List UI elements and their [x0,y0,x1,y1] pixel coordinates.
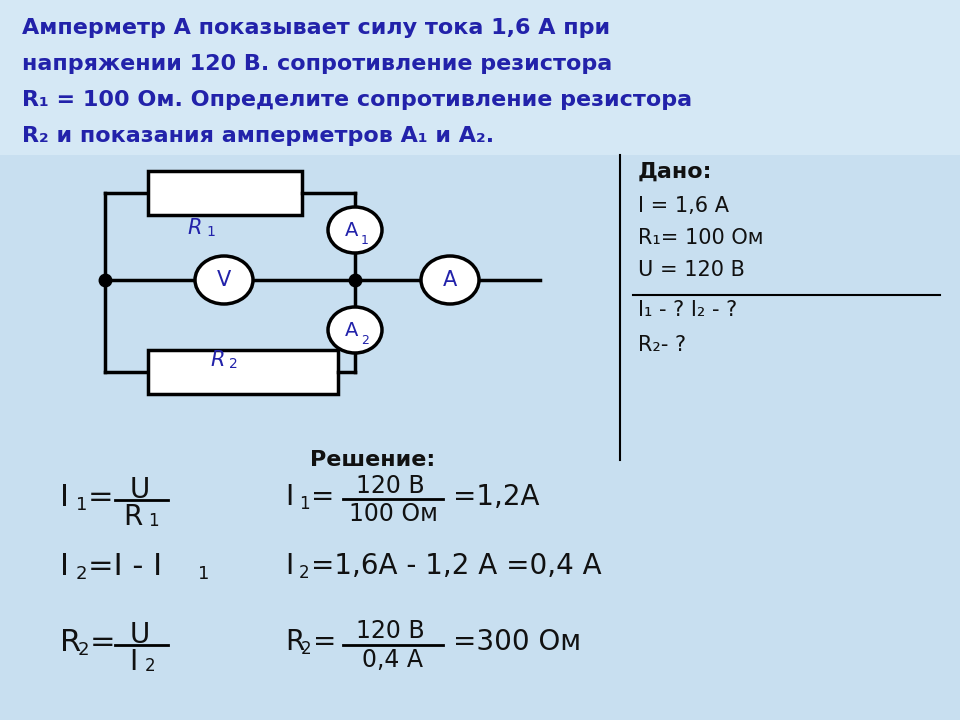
Text: I = 1,6 А: I = 1,6 А [638,196,729,216]
Text: R₁= 100 Ом: R₁= 100 Ом [638,228,763,248]
Text: =I - I: =I - I [88,552,162,581]
Text: R: R [188,218,203,238]
FancyBboxPatch shape [148,350,338,394]
Text: I: I [129,648,137,676]
FancyBboxPatch shape [0,0,960,155]
Ellipse shape [328,207,382,253]
Text: 2: 2 [361,333,369,346]
Text: I: I [60,483,69,512]
Text: U: U [130,621,150,649]
Text: U = 120 В: U = 120 В [638,260,745,280]
Text: U: U [130,476,150,504]
Text: I: I [285,552,293,580]
Text: Решение:: Решение: [310,450,435,470]
Ellipse shape [195,256,253,304]
Text: 2: 2 [301,640,312,658]
Text: R₂- ?: R₂- ? [638,335,686,355]
Text: 1: 1 [148,512,158,530]
Ellipse shape [421,256,479,304]
Text: =1,6А - 1,2 А =0,4 А: =1,6А - 1,2 А =0,4 А [311,552,602,580]
Text: Дано:: Дано: [638,162,712,182]
Text: 120 В: 120 В [356,474,424,498]
Text: A: A [346,220,359,240]
Text: I₁ - ? I₂ - ?: I₁ - ? I₂ - ? [638,300,737,320]
Text: I: I [285,483,293,511]
Text: =: = [313,628,336,656]
Text: 1: 1 [299,495,310,513]
Text: 2: 2 [145,657,156,675]
Text: A: A [443,270,457,290]
Text: =1,2А: =1,2А [453,483,540,511]
Text: 0,4 А: 0,4 А [363,648,423,672]
Text: 2: 2 [76,565,87,583]
Text: R₂ и показания амперметров А₁ и А₂.: R₂ и показания амперметров А₁ и А₂. [22,126,494,146]
Text: 120 В: 120 В [356,619,424,643]
Text: 100 Ом: 100 Ом [348,502,438,526]
Text: =: = [88,483,113,512]
Text: R: R [60,628,82,657]
Text: 2: 2 [229,357,238,371]
Text: напряжении 120 В. сопротивление резистора: напряжении 120 В. сопротивление резистор… [22,54,612,74]
Text: R: R [285,628,304,656]
Text: 1: 1 [198,565,209,583]
Text: I: I [60,552,69,581]
Text: A: A [346,320,359,340]
Ellipse shape [328,307,382,353]
Text: =: = [90,628,115,657]
Text: R₁ = 100 Ом. Определите сопротивление резистора: R₁ = 100 Ом. Определите сопротивление ре… [22,90,692,110]
Text: V: V [217,270,231,290]
Text: 2: 2 [78,641,89,659]
Text: 1: 1 [361,233,369,246]
Text: 1: 1 [206,225,215,239]
Text: R: R [124,503,143,531]
Text: 2: 2 [299,564,310,582]
Text: Амперметр А показывает силу тока 1,6 А при: Амперметр А показывает силу тока 1,6 А п… [22,18,611,38]
Text: R: R [211,350,226,370]
Text: =300 Ом: =300 Ом [453,628,581,656]
Text: 1: 1 [76,496,87,514]
FancyBboxPatch shape [148,171,302,215]
Text: =: = [311,483,334,511]
